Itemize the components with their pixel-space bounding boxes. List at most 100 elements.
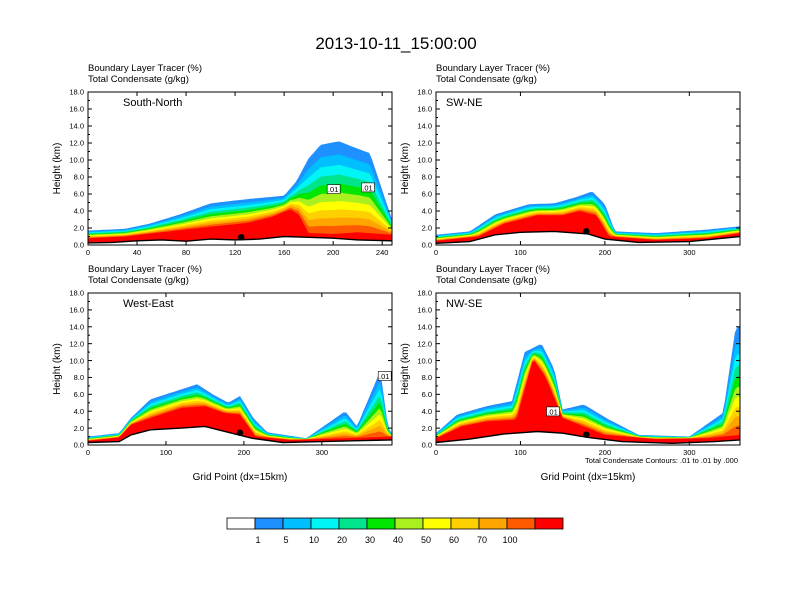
contour-label-box xyxy=(326,184,341,194)
tracer-field xyxy=(88,373,392,445)
xtick-label: 240 xyxy=(376,248,389,257)
ytick-label: 6.0 xyxy=(422,390,432,399)
ytick-label: 16.0 xyxy=(69,306,84,315)
panel-name: SW-NE xyxy=(446,97,482,109)
ytick-label: 0.0 xyxy=(74,241,84,250)
panel-header-condensate: Total Condensate (g/kg) xyxy=(436,275,537,286)
colorbar-label: 70 xyxy=(477,535,487,545)
panel-sw-ne: Boundary Layer Tracer (%)Total Condensat… xyxy=(400,63,741,257)
tracer-field xyxy=(436,326,740,445)
xtick-label: 0 xyxy=(434,248,438,257)
ytick-label: 12.0 xyxy=(417,339,432,348)
ytick-label: 6.0 xyxy=(74,390,84,399)
ytick-label: 2.0 xyxy=(74,424,84,433)
ytick-label: 16.0 xyxy=(69,105,84,114)
xtick-label: 160 xyxy=(278,248,291,257)
ytick-label: 12.0 xyxy=(417,139,432,148)
ytick-label: 16.0 xyxy=(417,105,432,114)
ytick-label: 18.0 xyxy=(417,88,432,97)
ytick-label: 12.0 xyxy=(69,139,84,148)
xtick-label: 0 xyxy=(434,448,438,457)
colorbar-swatch xyxy=(534,517,564,530)
panel-name: South-North xyxy=(123,97,182,109)
ytick-label: 0.0 xyxy=(422,441,432,450)
xtick-label: 200 xyxy=(599,448,612,457)
ytick-label: 4.0 xyxy=(74,207,84,216)
location-marker xyxy=(583,431,590,438)
panel-header-condensate: Total Condensate (g/kg) xyxy=(88,275,189,286)
panel-header-tracer: Boundary Layer Tracer (%) xyxy=(88,63,202,74)
ytick-label: 6.0 xyxy=(74,190,84,199)
terrain-line xyxy=(436,430,740,445)
colorbar-swatch xyxy=(478,517,508,530)
xtick-label: 80 xyxy=(182,248,190,257)
colorbar-swatch xyxy=(506,517,536,530)
terrain-fill xyxy=(88,236,392,245)
ytick-label: 4.0 xyxy=(422,207,432,216)
panel-header-tracer: Boundary Layer Tracer (%) xyxy=(436,63,550,74)
ytick-label: 4.0 xyxy=(74,407,84,416)
colorbar-label: 50 xyxy=(421,535,431,545)
xtick-label: 100 xyxy=(514,248,527,257)
panel-header-condensate: Total Condensate (g/kg) xyxy=(88,74,189,85)
ytick-label: 2.0 xyxy=(74,224,84,233)
colorbar-label: 20 xyxy=(337,535,347,545)
ytick-label: 10.0 xyxy=(417,356,432,365)
terrain-line xyxy=(88,235,392,244)
ylabel: Height (km) xyxy=(52,143,63,195)
contour-label: .01 xyxy=(547,407,557,416)
ytick-label: 16.0 xyxy=(417,306,432,315)
colorbar-swatch xyxy=(366,517,396,530)
xtick-label: 300 xyxy=(316,448,329,457)
contour-label: .01 xyxy=(362,183,372,192)
ytick-label: 2.0 xyxy=(422,424,432,433)
colorbar: 1 5 10 20 30 40 50 60 70 100 xyxy=(226,517,564,545)
xtick-label: 200 xyxy=(599,248,612,257)
ytick-label: 14.0 xyxy=(69,322,84,331)
tracer-field xyxy=(436,192,740,245)
xtick-label: 0 xyxy=(86,248,90,257)
ytick-label: 18.0 xyxy=(417,289,432,298)
contour-label-box xyxy=(361,182,375,193)
xtick-label: 300 xyxy=(683,448,696,457)
xtick-label: 200 xyxy=(327,248,340,257)
colorbar-label: 1 xyxy=(255,535,260,545)
ytick-label: 0.0 xyxy=(422,241,432,250)
xtick-label: 200 xyxy=(238,448,251,457)
figure-title: 2013-10-11_15:00:00 xyxy=(315,34,476,53)
colorbar-label: 30 xyxy=(365,535,375,545)
colorbar-label: 60 xyxy=(449,535,459,545)
colorbar-swatch xyxy=(450,517,480,530)
colorbar-label: 40 xyxy=(393,535,403,545)
xtick-label: 100 xyxy=(160,448,173,457)
ylabel: Height (km) xyxy=(400,143,411,195)
terrain-fill xyxy=(436,231,740,245)
contour-label: .01 xyxy=(379,372,389,381)
ytick-label: 10.0 xyxy=(417,156,432,165)
tracer-level-100 xyxy=(436,361,740,445)
ytick-label: 8.0 xyxy=(422,173,432,182)
tracer-field xyxy=(88,141,392,245)
colorbar-swatch xyxy=(282,517,312,530)
ytick-label: 4.0 xyxy=(422,407,432,416)
ytick-label: 18.0 xyxy=(69,289,84,298)
ytick-label: 2.0 xyxy=(422,224,432,233)
ytick-label: 8.0 xyxy=(422,373,432,382)
location-marker xyxy=(583,228,590,235)
colorbar-swatch xyxy=(422,517,452,530)
ytick-label: 6.0 xyxy=(422,190,432,199)
xtick-label: 120 xyxy=(229,248,242,257)
panel-header-tracer: Boundary Layer Tracer (%) xyxy=(88,264,202,275)
xlabel-left: Grid Point (dx=15km) xyxy=(193,472,288,483)
colorbar-label: 100 xyxy=(502,535,517,545)
panel-header-tracer: Boundary Layer Tracer (%) xyxy=(436,264,550,275)
terrain-line xyxy=(88,425,392,444)
colorbar-swatch xyxy=(394,517,424,530)
location-marker xyxy=(236,429,244,436)
terrain-line xyxy=(436,230,740,244)
colorbar-label: 5 xyxy=(283,535,288,545)
panel-name: NW-SE xyxy=(446,298,482,310)
ytick-label: 10.0 xyxy=(69,356,84,365)
